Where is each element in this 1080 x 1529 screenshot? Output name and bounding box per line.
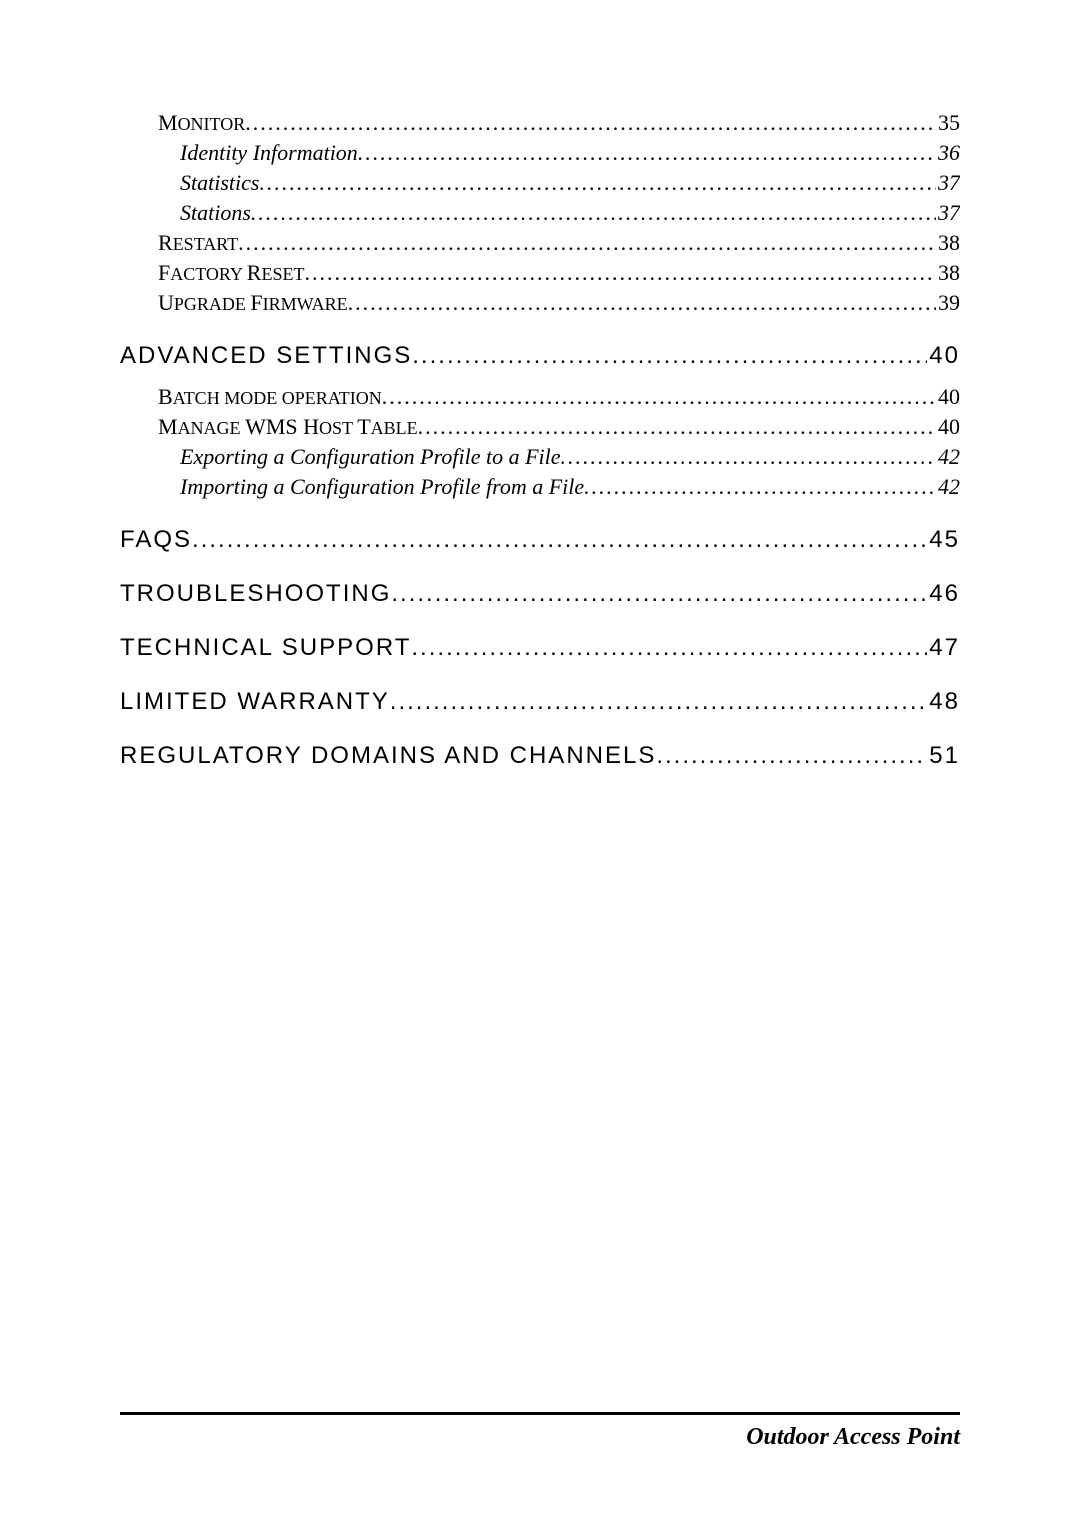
toc-label: FACTORY RESET <box>158 260 304 286</box>
toc-leader-dots <box>358 140 936 166</box>
toc-page-number: 51 <box>927 742 960 770</box>
toc-leader-dots <box>382 384 936 410</box>
toc-entry: Identity Information 36 <box>180 140 960 166</box>
toc-entry: MANAGE WMS HOST TABLE 40 <box>158 414 960 440</box>
toc-page-number: 35 <box>936 110 960 136</box>
toc-label: Exporting a Configuration Profile to a F… <box>180 444 561 470</box>
toc-leader-dots <box>418 414 936 440</box>
toc-label: LIMITED WARRANTY <box>120 688 390 716</box>
toc-entry: TECHNICAL SUPPORT 47 <box>120 634 960 662</box>
toc-page-number: 36 <box>936 140 960 166</box>
toc-entry: MONITOR 35 <box>158 110 960 136</box>
toc-page-number: 46 <box>927 580 960 608</box>
toc-entry: Exporting a Configuration Profile to a F… <box>180 444 960 470</box>
toc-leader-dots <box>412 342 927 370</box>
toc-page-number: 42 <box>936 444 960 470</box>
toc-page-number: 40 <box>936 384 960 410</box>
toc-label: ADVANCED SETTINGS <box>120 342 412 370</box>
toc-page-number: 37 <box>936 170 960 196</box>
toc-leader-dots <box>259 170 936 196</box>
toc-leader-dots <box>251 200 936 226</box>
toc-entry: FACTORY RESET 38 <box>158 260 960 286</box>
toc-entry: UPGRADE FIRMWARE 39 <box>158 290 960 316</box>
toc-label: REGULATORY DOMAINS AND CHANNELS <box>120 742 656 770</box>
toc-label: MANAGE WMS HOST TABLE <box>158 414 418 440</box>
toc-leader-dots <box>192 526 927 554</box>
toc-page-number: 40 <box>927 342 960 370</box>
toc-entry: REGULATORY DOMAINS AND CHANNELS 51 <box>120 742 960 770</box>
toc-entry: LIMITED WARRANTY 48 <box>120 688 960 716</box>
toc-page-number: 48 <box>927 688 960 716</box>
toc-label: Importing a Configuration Profile from a… <box>180 474 584 500</box>
toc-leader-dots <box>304 260 936 286</box>
toc-leader-dots <box>238 230 936 256</box>
toc-label: Stations <box>180 200 251 226</box>
toc-container: MONITOR 35 Identity Information 36 Statist… <box>120 110 960 784</box>
toc-leader-dots <box>584 474 936 500</box>
toc-page-number: 38 <box>936 260 960 286</box>
toc-label: Statistics <box>180 170 259 196</box>
toc-label: TECHNICAL SUPPORT <box>120 634 411 662</box>
toc-page-number: 45 <box>927 526 960 554</box>
toc-entry: Stations 37 <box>180 200 960 226</box>
toc-leader-dots <box>411 634 927 662</box>
toc-label: UPGRADE FIRMWARE <box>158 290 348 316</box>
toc-entry: Statistics 37 <box>180 170 960 196</box>
toc-leader-dots <box>390 688 928 716</box>
toc-page-number: 38 <box>936 230 960 256</box>
toc-label: Identity Information <box>180 140 358 166</box>
toc-leader-dots <box>245 110 936 136</box>
toc-page-number: 47 <box>927 634 960 662</box>
toc-page-number: 42 <box>936 474 960 500</box>
toc-label: MONITOR <box>158 110 245 136</box>
toc-label: TROUBLESHOOTING <box>120 580 391 608</box>
toc-entry: FAQS 45 <box>120 526 960 554</box>
toc-label: BATCH MODE OPERATION <box>158 384 382 410</box>
toc-leader-dots <box>561 444 937 470</box>
toc-label: FAQS <box>120 526 192 554</box>
toc-label: RESTART <box>158 230 238 256</box>
toc-entry: Importing a Configuration Profile from a… <box>180 474 960 500</box>
toc-page-number: 37 <box>936 200 960 226</box>
footer-text: Outdoor Access Point <box>746 1424 960 1451</box>
footer-rule <box>120 1412 960 1415</box>
toc-entry: BATCH MODE OPERATION 40 <box>158 384 960 410</box>
toc-leader-dots <box>348 290 936 316</box>
toc-leader-dots <box>656 742 927 770</box>
toc-entry: RESTART 38 <box>158 230 960 256</box>
toc-page-number: 40 <box>936 414 960 440</box>
toc-leader-dots <box>391 580 927 608</box>
toc-entry: TROUBLESHOOTING 46 <box>120 580 960 608</box>
toc-page-number: 39 <box>936 290 960 316</box>
toc-entry: ADVANCED SETTINGS 40 <box>120 342 960 370</box>
